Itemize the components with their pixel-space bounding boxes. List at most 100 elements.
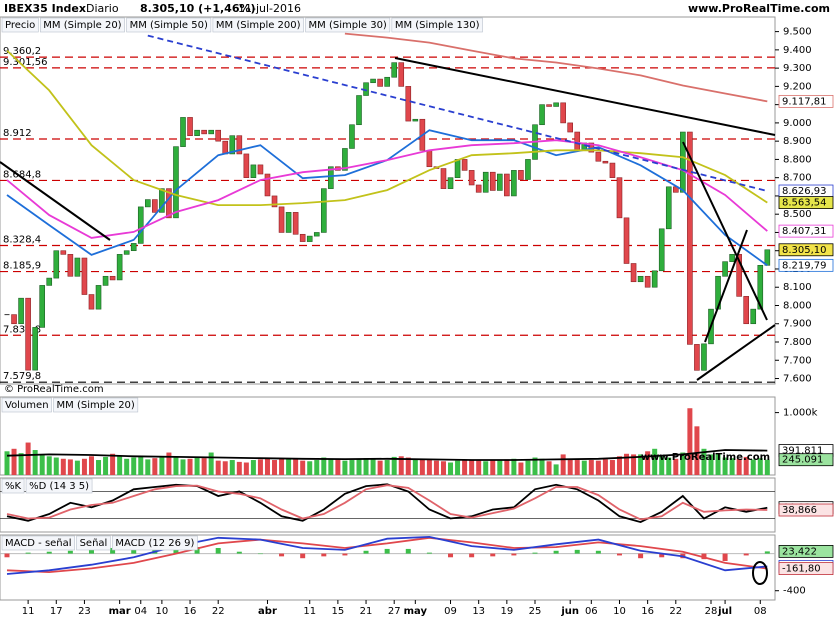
candle — [475, 184, 482, 193]
volume-bar — [384, 460, 390, 475]
volume-bar — [722, 457, 728, 475]
volume-bar — [53, 457, 59, 475]
candle — [116, 254, 123, 281]
histogram-bar — [701, 553, 707, 560]
histogram-bar — [152, 547, 158, 554]
volume-bar — [546, 461, 552, 475]
histogram-bar — [236, 551, 242, 554]
histogram-bar — [659, 553, 665, 558]
volume-bar — [469, 460, 475, 475]
volume-bar — [609, 460, 615, 475]
candle — [680, 131, 686, 193]
candle — [694, 344, 700, 371]
last-value-label: 9.117,81 — [782, 96, 827, 107]
volume-bar — [476, 460, 482, 475]
candle — [313, 232, 320, 237]
instrument: IBEX35 Index — [4, 2, 86, 15]
volume-bar — [553, 464, 559, 475]
volume-bar — [680, 452, 686, 475]
candle — [468, 170, 475, 186]
last-value-box — [778, 243, 834, 257]
volume-bar — [32, 450, 38, 475]
volume-bar — [131, 457, 137, 475]
candle — [159, 188, 165, 213]
histogram-bar — [279, 553, 285, 557]
legend-box — [53, 397, 139, 413]
y-tick-label: 9.400 — [783, 45, 812, 56]
legend-box — [305, 17, 391, 33]
volume-bar — [504, 459, 510, 475]
candle — [88, 294, 95, 310]
histogram-bar — [321, 553, 327, 557]
x-tick-label: 22 — [669, 606, 682, 617]
candle — [201, 129, 207, 135]
volume-bar — [532, 457, 538, 475]
volume-bar — [631, 454, 637, 475]
x-tick-label: 09 — [444, 606, 457, 617]
volume-bar — [264, 458, 270, 475]
volume-bar — [448, 462, 454, 475]
legend-box — [1, 397, 52, 413]
candle — [257, 164, 264, 175]
volume-bar — [356, 458, 362, 475]
y-tick-label: 8.900 — [783, 136, 812, 147]
date: 11-jul-2016 — [238, 2, 301, 15]
volume-bar — [659, 456, 665, 475]
volume-bar — [497, 460, 503, 475]
volume-bar — [88, 456, 94, 475]
histogram-bar — [405, 548, 411, 554]
volume-bar — [729, 458, 735, 475]
histogram-bar — [616, 553, 622, 556]
level-label: 8.185,9 — [3, 261, 41, 272]
last-value-box — [778, 224, 834, 238]
site: www.ProRealTime.com — [688, 2, 830, 15]
volume-bar — [370, 459, 376, 475]
y-tick-label: 8.700 — [783, 173, 812, 184]
legend-box — [25, 478, 93, 494]
legend-entry: MACD (12 26 9) — [115, 538, 194, 549]
volume-bar — [398, 456, 404, 475]
last-value-label: -161,80 — [782, 564, 821, 575]
candle — [18, 297, 24, 325]
volume-bar — [60, 458, 66, 475]
volume-bar — [180, 459, 186, 475]
candle — [750, 308, 757, 325]
candle — [398, 62, 405, 87]
legend-entry: %K — [5, 481, 22, 492]
x-tick-label: 28 — [705, 606, 718, 617]
candle — [518, 170, 524, 180]
x-tick-label: 10 — [156, 606, 169, 617]
candle — [130, 243, 137, 252]
candle — [602, 160, 609, 164]
volume-bar — [46, 456, 52, 475]
candle — [152, 199, 158, 213]
candle — [665, 186, 672, 230]
x-tick-label: 13 — [472, 606, 485, 617]
candle — [736, 254, 742, 297]
volume-bar — [673, 458, 679, 475]
trendline — [682, 141, 768, 321]
y-tick-label: 9.200 — [783, 81, 812, 92]
volume-bar — [764, 459, 770, 475]
legend-box — [126, 17, 212, 33]
legend-entry: Precio — [5, 20, 35, 31]
histogram-bar — [300, 553, 306, 559]
x-tick-label: 16 — [641, 606, 654, 617]
candle — [95, 285, 102, 310]
volume-bar — [645, 451, 651, 475]
histogram-bar — [448, 553, 454, 558]
candle — [440, 168, 447, 189]
candle — [208, 129, 214, 135]
series-line — [147, 34, 768, 192]
last-value-label: 245.091 — [782, 455, 823, 466]
x-tick-label: 04 — [134, 606, 147, 617]
legend-box — [212, 17, 304, 33]
x-tick-label: 08 — [754, 606, 767, 617]
volume-bar — [595, 460, 601, 475]
candle — [560, 102, 566, 124]
legend-box — [76, 535, 111, 551]
last-value-box — [778, 94, 834, 108]
volume-bar — [236, 461, 242, 475]
volume-bar — [525, 460, 531, 475]
